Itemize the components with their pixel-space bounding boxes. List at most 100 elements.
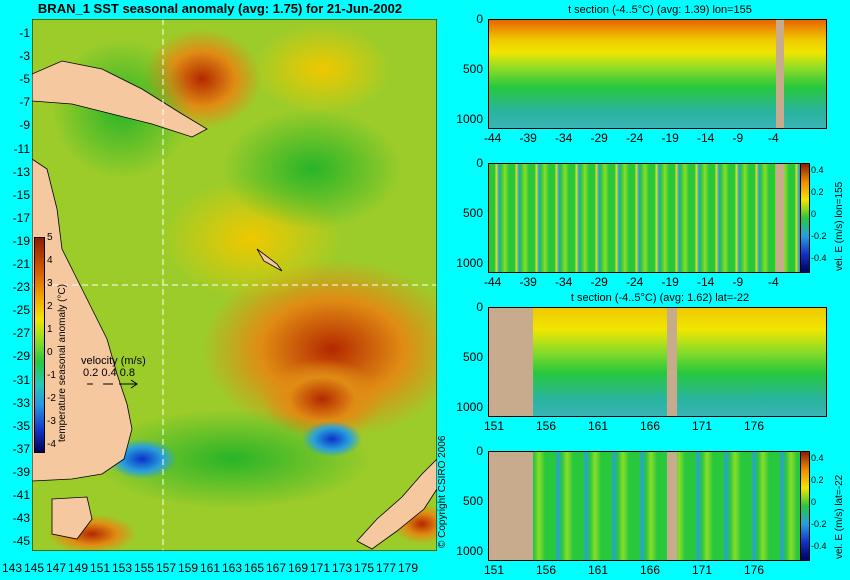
- panel-title: t section (-4..5°C) (avg: 1.39) lon=155: [568, 4, 752, 16]
- depth-tick-label: 500: [462, 494, 483, 508]
- lon-tick-label: 163: [222, 561, 243, 575]
- velocity-colorbar-tick: 0: [811, 209, 817, 219]
- section-plot[interactable]: [488, 307, 827, 417]
- new-caledonia-land: [256, 248, 283, 272]
- x-tick-label: -29: [590, 275, 608, 289]
- map-title: BRAN_1 SST seasonal anomaly (avg: 1.75) …: [37, 1, 403, 16]
- lat-tick-label: -11: [13, 141, 30, 156]
- x-tick-label: 176: [744, 563, 765, 577]
- x-tick-label: -9: [732, 131, 744, 145]
- x-tick-label: 156: [536, 563, 557, 577]
- lon-tick-label: 165: [244, 561, 265, 575]
- lon-tick-label: 167: [266, 561, 287, 575]
- x-tick-label: -34: [555, 131, 573, 145]
- colorbar-tick: 1: [47, 324, 53, 335]
- velocity-colorbar-tick: 0.4: [811, 453, 824, 463]
- x-tick-label: -24: [626, 275, 644, 289]
- velocity-side-label: vel. E (m/s) lon=155: [834, 181, 845, 271]
- lat-tick-label: -25: [12, 303, 30, 318]
- x-tick-label: -39: [519, 131, 537, 145]
- lat-tick-label: -37: [12, 441, 30, 456]
- lat-tick-label: -41: [12, 488, 30, 502]
- depth-tick-label: 1000: [456, 256, 483, 270]
- x-tick-label: 161: [588, 419, 609, 433]
- depth-tick-label: 500: [462, 206, 483, 220]
- lat-tick-label: -5: [19, 72, 30, 87]
- lon-tick-label: 153: [112, 561, 133, 575]
- lat-tick-label: -21: [12, 257, 30, 271]
- x-tick-label: 151: [484, 419, 505, 433]
- velocity-colorbar-tick: 0: [811, 497, 817, 507]
- lat-tick-label: -43: [12, 511, 30, 526]
- lon-tick-label: 173: [332, 561, 353, 575]
- velocity-colorbar: [800, 163, 810, 273]
- lat-tick-label: -35: [12, 418, 30, 433]
- lat-tick-label: -17: [12, 210, 30, 225]
- x-tick-label: 176: [744, 419, 765, 433]
- velocity-legend-values: 0.2 0.4 0.8: [83, 367, 135, 379]
- x-tick-label: -19: [661, 275, 679, 289]
- velocity-colorbar-tick: 0.2: [811, 475, 824, 485]
- tasmania-land: [51, 496, 93, 540]
- sst-anomaly-map[interactable]: [32, 19, 437, 551]
- section-plot[interactable]: [488, 163, 803, 273]
- velocity-colorbar-tick: -0.2: [811, 519, 827, 529]
- colorbar-tick: -4: [47, 439, 56, 450]
- section-plot[interactable]: [488, 19, 827, 129]
- panel-title: t section (-4..5°C) (avg: 1.62) lat=-22: [570, 292, 750, 304]
- lat-tick-label: -19: [12, 233, 30, 248]
- copyright: © Copyright CSIRO 2006: [437, 435, 448, 548]
- depth-tick-label: 0: [476, 156, 483, 170]
- velocity-legend-label: velocity (m/s): [81, 355, 146, 367]
- x-tick-label: -39: [519, 275, 537, 289]
- x-tick-label: -29: [590, 131, 608, 145]
- depth-tick-label: 1000: [456, 400, 483, 414]
- x-tick-label: -19: [661, 131, 679, 145]
- new-zealand-land: [356, 458, 437, 550]
- velocity-colorbar-tick: 0.2: [811, 187, 824, 197]
- lat-tick-label: -9: [19, 118, 30, 133]
- lat-tick-label: -45: [12, 534, 30, 549]
- section-plot[interactable]: [488, 451, 803, 561]
- papua-new-guinea-land: [32, 60, 208, 138]
- x-tick-label: 171: [692, 563, 713, 577]
- velocity-arrows: [87, 379, 138, 389]
- x-tick-label: -14: [697, 275, 715, 289]
- lon-tick-label: 179: [398, 561, 419, 575]
- lon-tick-label: 177: [376, 561, 397, 575]
- lat-tick-label: -31: [12, 372, 30, 387]
- lat-tick-label: -29: [12, 349, 30, 364]
- land-mask: [776, 20, 784, 128]
- land-mask: [489, 452, 533, 560]
- australia-land: [32, 158, 133, 482]
- lat-tick-label: -13: [12, 164, 30, 179]
- colorbar-tick: 0: [47, 347, 53, 358]
- x-tick-label: -14: [697, 131, 715, 145]
- velocity-colorbar-tick: -0.4: [811, 541, 827, 551]
- lon-tick-label: 143: [2, 561, 23, 575]
- lat-tick-label: -27: [12, 326, 30, 341]
- lat-tick-label: -3: [19, 49, 30, 64]
- lon-tick-label: 147: [46, 561, 67, 575]
- x-tick-label: 161: [588, 563, 609, 577]
- x-tick-label: -4: [768, 131, 779, 145]
- colorbar-tick: -2: [47, 393, 56, 404]
- lon-tick-label: 161: [200, 561, 221, 575]
- lat-tick-label: -15: [12, 187, 30, 202]
- velocity-colorbar: [800, 451, 810, 561]
- velocity-colorbar-tick: -0.4: [811, 253, 827, 263]
- lon-tick-label: 175: [354, 561, 375, 575]
- x-tick-label: -24: [626, 131, 644, 145]
- velocity-colorbar-tick: 0.4: [811, 165, 824, 175]
- lat-tick-label: -7: [19, 95, 30, 110]
- x-tick-label: -4: [768, 275, 779, 289]
- depth-tick-label: 500: [462, 350, 483, 364]
- x-tick-label: 156: [536, 419, 557, 433]
- lon-tick-label: 151: [90, 561, 111, 575]
- lon-tick-label: 157: [156, 561, 177, 575]
- x-tick-label: 166: [640, 419, 661, 433]
- depth-tick-label: 500: [462, 62, 483, 76]
- depth-tick-label: 1000: [456, 544, 483, 558]
- velocity-colorbar-tick: -0.2: [811, 231, 827, 241]
- lon-tick-label: 159: [178, 561, 199, 575]
